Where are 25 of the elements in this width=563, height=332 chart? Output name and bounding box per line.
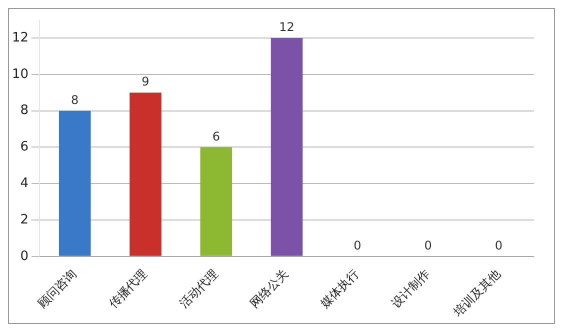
y-tick-label: 2 — [20, 212, 29, 228]
data-label: 8 — [71, 92, 79, 107]
data-label: 6 — [212, 129, 220, 144]
x-tick-label: 顾问咨询 — [35, 266, 80, 311]
bar — [58, 110, 91, 256]
data-label: 0 — [494, 238, 502, 253]
x-tick-label: 传播代理 — [106, 266, 150, 311]
bar — [270, 38, 303, 256]
data-label: 12 — [279, 20, 294, 34]
y-tick-label: 0 — [20, 248, 29, 264]
x-tick-label: 媒体执行 — [318, 266, 362, 311]
y-tick-label: 8 — [20, 103, 29, 118]
y-tick-label: 10 — [12, 66, 29, 82]
data-label: 0 — [424, 238, 432, 253]
x-tick-label: 网络公关 — [247, 266, 292, 311]
x-tick-label: 设计制作 — [388, 266, 432, 311]
x-tick-label: 培训及其他 — [450, 266, 504, 320]
y-tick-label: 4 — [20, 176, 29, 191]
bar — [130, 92, 162, 256]
x-tick-label: 活动代理 — [176, 266, 220, 311]
y-tick-label: 6 — [20, 140, 29, 155]
bar — [200, 147, 232, 256]
data-label: 9 — [142, 74, 150, 89]
y-tick-label: 12 — [12, 30, 29, 46]
data-label: 0 — [354, 238, 362, 253]
